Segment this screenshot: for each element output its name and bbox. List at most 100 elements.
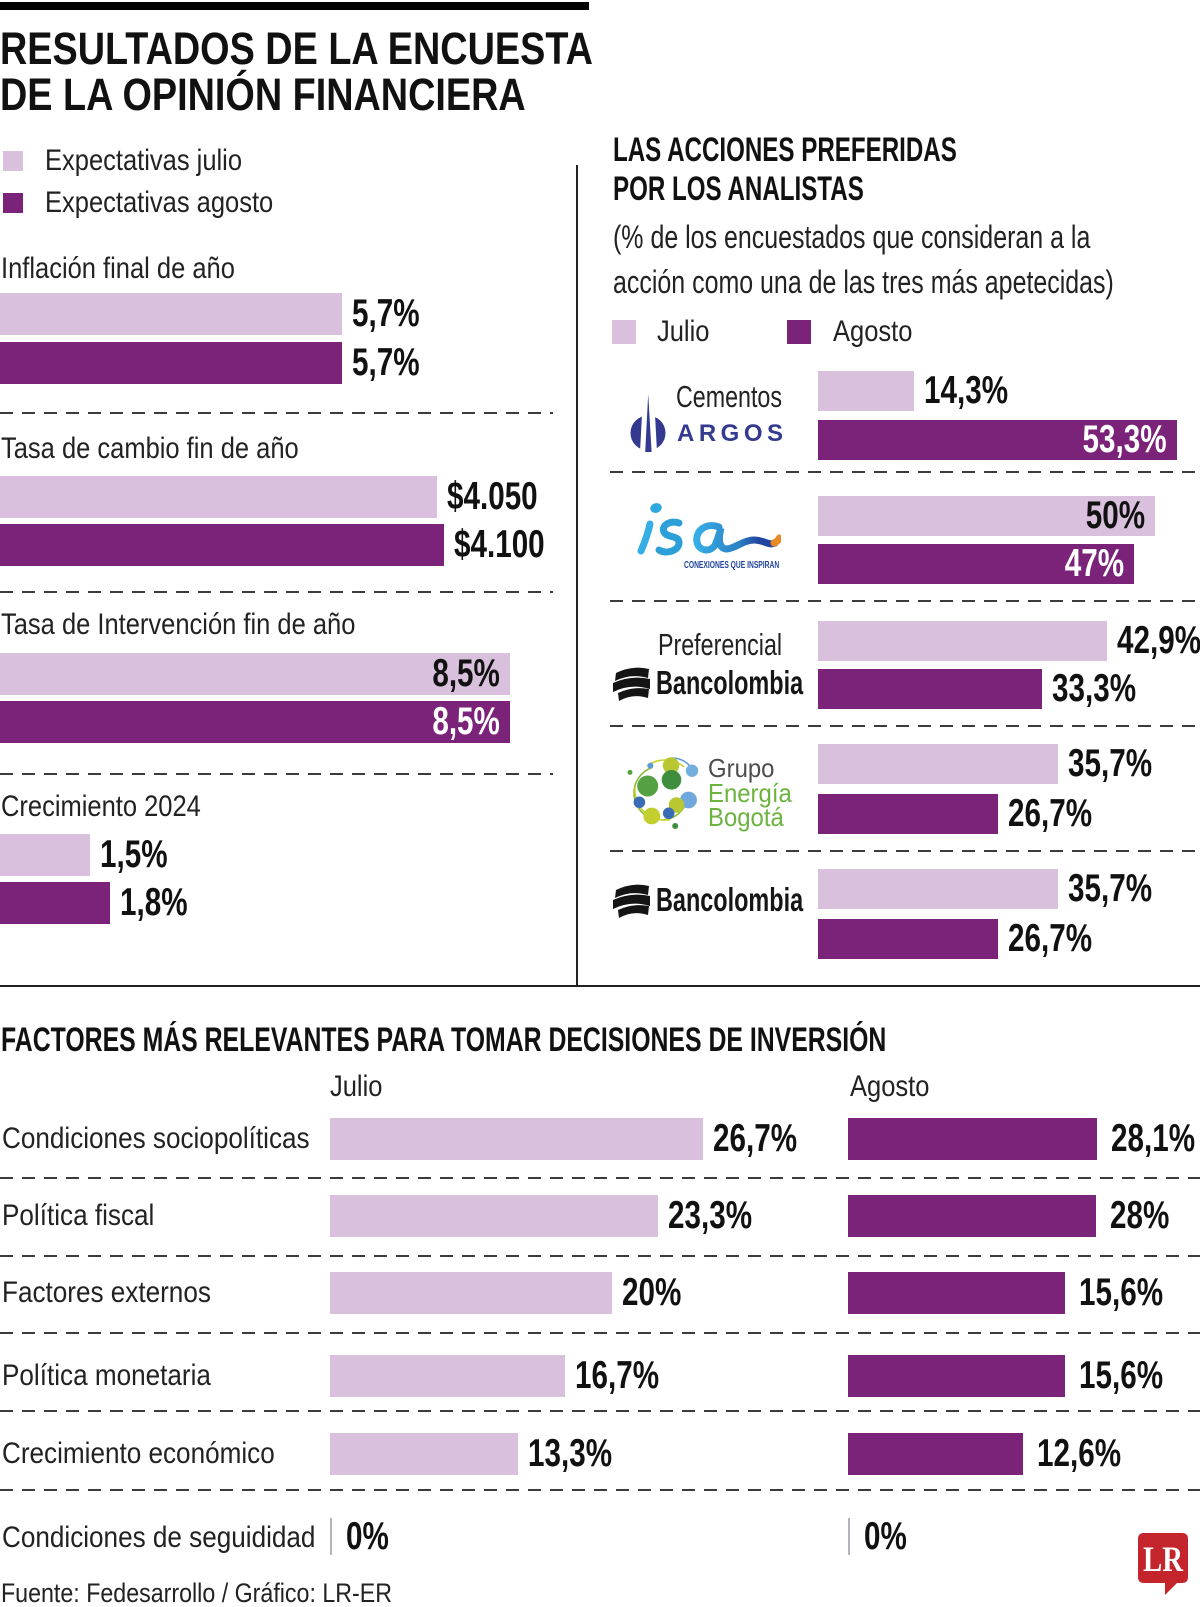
source-credit: Fuente: Fedesarrollo / Gráfico: LR-ER: [1, 1578, 456, 1607]
divider: [0, 1255, 1200, 1257]
scaled-text: 42,9%: [1117, 619, 1200, 662]
row-label: Política monetaria: [2, 1359, 242, 1393]
grupo-label: Grupo: [708, 755, 780, 781]
bar-julio: 20%: [330, 1271, 681, 1314]
bar-agosto: 53,3%: [818, 418, 1177, 461]
scaled-text: Preferencial: [658, 627, 783, 662]
scaled-text: Bancolombia: [656, 664, 804, 701]
legend-label-julio: Expectativas julio: [45, 146, 277, 176]
bar-value: $4.100: [454, 523, 573, 566]
divider: [0, 1332, 1200, 1334]
row-label: Política fiscal: [2, 1199, 177, 1233]
row-label: Inflación final de año: [1, 252, 276, 286]
bar-julio: 13,3%: [330, 1432, 612, 1475]
bar-value: 5,7%: [352, 341, 441, 384]
scaled-text: 28,1%: [1111, 1117, 1196, 1160]
bancolombia-label: Bancolombia: [656, 666, 863, 699]
bar-julio: 42,9%: [818, 619, 1200, 662]
legend-swatch-agosto: [787, 320, 811, 344]
scaled-text: Factores externos: [2, 1276, 211, 1309]
bar-value: 8,5%: [411, 700, 500, 743]
vertical-divider: [576, 165, 578, 986]
scaled-text: 0%: [864, 1515, 907, 1558]
scaled-text: 8,5%: [432, 700, 500, 743]
row-label: Crecimiento económico: [2, 1437, 315, 1471]
scaled-text: CONEXIONES QUE INSPIRAN: [684, 559, 780, 571]
preferencial-label: Preferencial: [658, 629, 823, 660]
divider: [610, 600, 1200, 602]
factores-title: FACTORES MÁS RELEVANTES PARA TOMAR DECIS…: [1, 1020, 1200, 1060]
acciones-subtitle-text: (% de los encuestados que consideran a l…: [613, 215, 1114, 305]
bar-agosto: $4.100: [0, 523, 545, 566]
scaled-text: Energía: [708, 778, 792, 808]
scaled-text: $4.050: [447, 475, 538, 518]
bar-agosto: 33,3%: [818, 667, 1136, 710]
scaled-text: Condiciones sociopolíticas: [2, 1122, 310, 1155]
row-label: Condiciones sociopolíticas: [2, 1122, 356, 1156]
scaled-text: Julio: [657, 315, 710, 348]
bar-value: 15,6%: [1079, 1354, 1190, 1397]
legend-label-agosto: Expectativas agosto: [45, 188, 314, 218]
divider: [0, 1177, 1200, 1179]
scaled-text: Agosto: [833, 315, 913, 348]
bar-value: 26,7%: [1008, 917, 1119, 960]
bar-value: 42,9%: [1117, 619, 1200, 662]
acciones-title-line2: POR LOS ANALISTAS: [613, 170, 864, 208]
bar-agosto: 5,7%: [0, 341, 420, 384]
bancolombia-label: Bancolombia: [656, 883, 863, 916]
scaled-text: Fuente: Fedesarrollo / Gráfico: LR-ER: [1, 1578, 393, 1607]
divider: [610, 725, 1200, 727]
scaled-text: 14,3%: [924, 369, 1009, 412]
title-line2: DE LA OPINIÓN FINANCIERA: [0, 69, 526, 120]
scaled-text: 35,7%: [1068, 742, 1153, 785]
scaled-text: 33,3%: [1052, 667, 1137, 710]
energia-label: Energía: [708, 780, 799, 806]
legend-label-agosto: Agosto: [833, 317, 926, 347]
scaled-text: 5,7%: [352, 292, 420, 335]
scaled-text: $4.100: [454, 523, 545, 566]
bar-value: 23,3%: [668, 1194, 779, 1237]
row-label: Tasa de cambio fin de año: [1, 432, 351, 466]
col-header-julio: Julio: [330, 1071, 392, 1103]
bar-agosto: 1,8%: [0, 881, 188, 924]
row-label: Crecimiento 2024: [1, 790, 236, 824]
bar-julio: 23,3%: [330, 1194, 752, 1237]
argos-label: ARGOS: [677, 421, 788, 447]
bar-value: 12,6%: [1037, 1432, 1148, 1475]
bar-julio: 35,7%: [818, 867, 1152, 910]
scaled-text: Bogotá: [708, 802, 784, 832]
scaled-text: 47%: [1064, 542, 1124, 585]
scaled-text: 50%: [1085, 494, 1145, 537]
divider: [0, 591, 553, 593]
row-label: Tasa de Intervención fin de año: [1, 608, 418, 642]
scaled-text: FACTORES MÁS RELEVANTES PARA TOMAR DECIS…: [1, 1021, 887, 1059]
bar-julio: 26,7%: [330, 1117, 797, 1160]
grupo-energia-bogota-logo-icon: [627, 757, 699, 829]
bar-value: 50%: [1067, 494, 1145, 537]
scaled-text: 13,3%: [528, 1432, 613, 1475]
acciones-title: LAS ACCIONES PREFERIDAS POR LOS ANALISTAS: [613, 131, 1097, 209]
bar-agosto: 26,7%: [818, 917, 1092, 960]
acciones-title-line1: LAS ACCIONES PREFERIDAS: [613, 131, 957, 169]
bar-value: 14,3%: [924, 369, 1035, 412]
bar-agosto: 15,6%: [848, 1354, 1163, 1397]
title-line1: RESULTADOS DE LA ENCUESTA: [0, 23, 593, 74]
bar-value: 33,3%: [1052, 667, 1163, 710]
cementos-argos-logo-icon: [630, 394, 666, 452]
scaled-text: Inflación final de año: [1, 252, 235, 285]
divider: [0, 412, 553, 414]
scaled-text: 0%: [346, 1515, 389, 1558]
scaled-text: 53,3%: [1082, 418, 1167, 461]
scaled-text: 28%: [1110, 1194, 1170, 1237]
bar-value: 0%: [864, 1515, 920, 1558]
bar-value: 47%: [1046, 542, 1124, 585]
bar-agosto: 12,6%: [848, 1432, 1121, 1475]
bar-value: 20%: [622, 1271, 700, 1314]
bar-value: 15,6%: [1079, 1271, 1190, 1314]
legend-label-julio: Julio: [657, 317, 719, 347]
legend-swatch-julio: [612, 320, 636, 344]
bar-julio: 50%: [818, 494, 1155, 537]
scaled-text: Julio: [330, 1070, 383, 1103]
scaled-text: 15,6%: [1079, 1354, 1164, 1397]
bar-value: 8,5%: [411, 652, 500, 695]
